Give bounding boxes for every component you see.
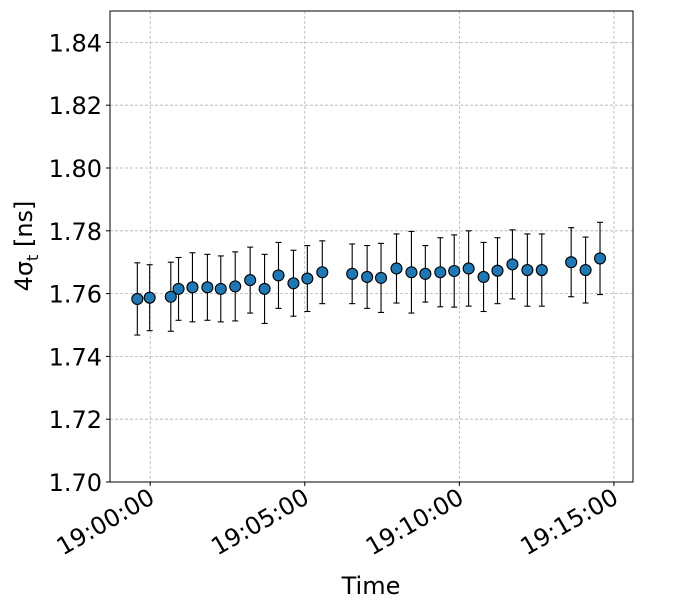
x-tick-label: 19:05:00 (206, 483, 313, 561)
x-axis-label: Time (341, 572, 401, 600)
y-axis: 1.70 1.72 1.74 1.76 1.78 1.80 1.82 1.84 (49, 29, 110, 497)
data-point (462, 262, 475, 275)
data-point (565, 256, 578, 269)
data-point (201, 281, 214, 294)
y-tick-label: 1.82 (49, 92, 102, 120)
data-point (214, 282, 227, 295)
data-point (172, 282, 185, 295)
data-point (506, 258, 519, 271)
y-axis-label-subscript: t (23, 255, 42, 261)
data-point (448, 264, 461, 278)
x-tick-label: 19:10:00 (361, 483, 468, 561)
y-tick-label: 1.84 (49, 29, 102, 57)
data-point (521, 263, 534, 277)
data-point (374, 271, 388, 284)
data-point (593, 252, 607, 265)
y-tick-label: 1.76 (49, 281, 102, 309)
data-point (419, 267, 432, 280)
data-point (405, 266, 418, 279)
y-tick-label: 1.78 (49, 218, 102, 246)
plot-frame (109, 10, 634, 483)
data-point (164, 290, 177, 303)
data-point (229, 280, 242, 293)
y-axis-label-unit: [ns] (10, 201, 38, 247)
data-point (131, 292, 144, 305)
data-point (186, 281, 199, 294)
data-point (579, 263, 592, 277)
data-point (346, 267, 359, 280)
data-point (316, 266, 329, 279)
data-point (491, 264, 504, 277)
data-point (301, 272, 314, 285)
data-point (287, 277, 300, 290)
data-point (434, 266, 447, 279)
data-point (244, 274, 257, 287)
grid-layer (110, 11, 633, 483)
y-tick-label: 1.74 (49, 343, 102, 371)
data-point (272, 269, 285, 282)
y-axis-label-symbol: 4σ (10, 261, 38, 291)
data-point (143, 291, 156, 304)
data-point (477, 270, 490, 284)
data-point (361, 270, 374, 284)
data-point (535, 263, 548, 277)
y-tick-label: 1.70 (49, 469, 102, 497)
x-tick-label: 19:15:00 (516, 483, 623, 561)
data-points (131, 252, 607, 305)
y-tick-label: 1.72 (49, 406, 102, 434)
data-point (258, 282, 271, 295)
data-point (390, 262, 403, 275)
x-axis: 19:00:00 19:05:00 19:10:00 19:15:00 (52, 482, 623, 561)
y-tick-label: 1.80 (49, 155, 102, 183)
y-axis-label: 4σt [ns] (10, 201, 42, 292)
